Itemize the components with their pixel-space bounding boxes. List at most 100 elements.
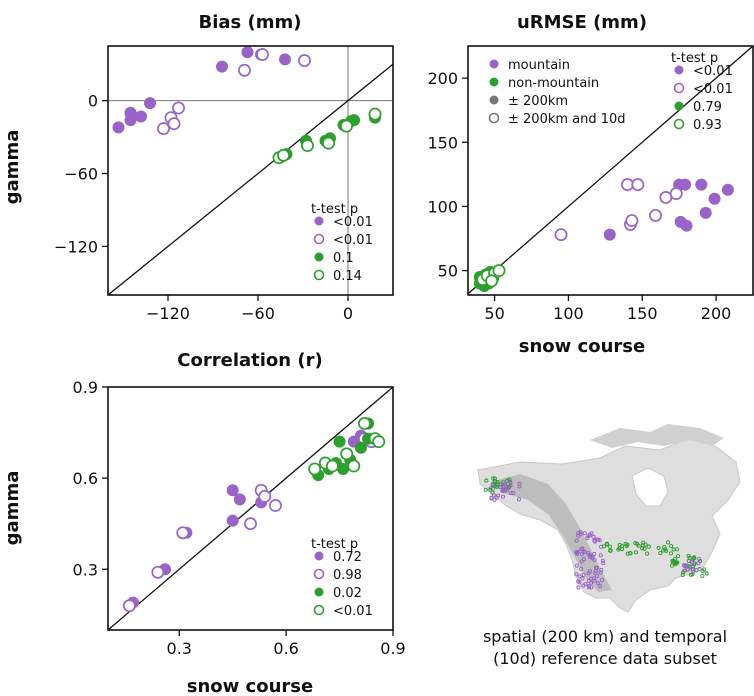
station-dot bbox=[628, 551, 633, 556]
station-dot bbox=[686, 554, 691, 559]
station-dot bbox=[587, 585, 592, 590]
station-dot bbox=[672, 556, 677, 561]
caption-line-2: (10d) reference data subset bbox=[493, 649, 717, 668]
data-point bbox=[143, 97, 156, 110]
station-dot bbox=[488, 486, 493, 491]
panel-urmse: uRMSE (mm) snow course 50 100 150 200 50 100 1… bbox=[427, 12, 754, 357]
x-tick-label: −60 bbox=[241, 304, 275, 323]
data-point bbox=[358, 417, 371, 430]
data-point bbox=[340, 119, 353, 133]
station-dot bbox=[517, 497, 522, 502]
station-dot bbox=[483, 487, 488, 492]
map-hudson-bay bbox=[631, 467, 669, 507]
station-dot bbox=[586, 551, 591, 556]
station-dot bbox=[669, 544, 674, 549]
legend-label: 0.98 bbox=[333, 568, 362, 583]
data-point bbox=[347, 459, 361, 473]
station-dot bbox=[578, 530, 583, 535]
station-dot bbox=[702, 567, 707, 572]
station-dot bbox=[663, 547, 668, 552]
y-tick-label: 100 bbox=[427, 197, 458, 216]
x-tick-label: 0.3 bbox=[167, 639, 192, 658]
y-tick-label: 0.9 bbox=[73, 378, 98, 397]
urmse-xlabel: snow course bbox=[519, 336, 645, 357]
station-dot bbox=[508, 481, 513, 486]
station-dot bbox=[601, 561, 606, 566]
data-point bbox=[157, 122, 170, 136]
correlation-ylabel: gamma bbox=[2, 471, 23, 546]
station-dot bbox=[490, 486, 495, 491]
data-point bbox=[368, 107, 382, 121]
station-dot bbox=[617, 546, 622, 551]
station-dot bbox=[604, 541, 610, 546]
legend-marker bbox=[314, 252, 324, 262]
station-dot bbox=[581, 550, 586, 555]
station-dot bbox=[686, 558, 691, 564]
station-dot bbox=[608, 548, 613, 553]
legend-marker bbox=[313, 269, 325, 281]
station-dot bbox=[494, 484, 499, 489]
station-dot bbox=[576, 585, 581, 590]
data-point bbox=[176, 526, 190, 540]
bias-title: Bias (mm) bbox=[199, 12, 302, 33]
legend-label: 0.02 bbox=[333, 586, 362, 601]
station-dot bbox=[658, 551, 663, 556]
panel-correlation: Correlation (r) gamma snow course 0.3 0.6… bbox=[2, 350, 406, 696]
station-dot bbox=[589, 585, 594, 590]
legend-marker bbox=[313, 604, 325, 616]
data-point bbox=[134, 110, 147, 123]
legend-left-label: ± 200km bbox=[508, 94, 568, 109]
station-dot bbox=[506, 485, 512, 490]
station-dot bbox=[579, 566, 584, 571]
station-dot bbox=[645, 551, 650, 556]
legend-title: t-test p bbox=[671, 51, 718, 66]
map-mountain-shade bbox=[490, 474, 612, 592]
legend-left-label: ± 200km and 10d bbox=[508, 112, 626, 127]
station-dot bbox=[517, 481, 522, 486]
plot-frame bbox=[107, 45, 394, 296]
legend-left-label: mountain bbox=[508, 58, 570, 73]
data-point bbox=[277, 148, 290, 162]
data-point bbox=[215, 60, 228, 73]
station-dot bbox=[668, 551, 673, 556]
caption-line-1: spatial (200 km) and temporal bbox=[483, 627, 727, 646]
legend-marker bbox=[314, 587, 324, 597]
station-dot bbox=[592, 539, 598, 544]
map-station-dots bbox=[483, 476, 709, 590]
station-dot bbox=[640, 546, 645, 551]
station-dot bbox=[588, 554, 593, 559]
data-point bbox=[372, 435, 386, 449]
station-dot bbox=[595, 581, 601, 586]
station-dot bbox=[607, 544, 612, 549]
legend-label: <0.01 bbox=[333, 233, 373, 248]
data-point bbox=[268, 499, 282, 512]
station-dot bbox=[596, 537, 601, 542]
legend-label: 0.1 bbox=[333, 251, 354, 266]
map-arctic-islands bbox=[590, 424, 724, 448]
data-point bbox=[124, 114, 137, 127]
station-dot bbox=[697, 567, 702, 572]
x-tick-label: 150 bbox=[627, 304, 658, 323]
station-dot bbox=[577, 574, 582, 579]
legend-left-marker bbox=[488, 112, 500, 124]
one-to-one-line bbox=[108, 387, 393, 630]
data-point bbox=[708, 192, 721, 205]
station-dot bbox=[597, 584, 603, 589]
legend-label: <0.01 bbox=[333, 604, 373, 619]
data-point bbox=[322, 136, 335, 150]
bias-ylabel: gamma bbox=[2, 130, 23, 205]
station-dot bbox=[696, 561, 701, 566]
station-dot bbox=[673, 562, 678, 567]
station-dot bbox=[583, 582, 588, 587]
station-dot bbox=[591, 534, 596, 539]
data-point bbox=[241, 46, 254, 59]
data-point bbox=[333, 435, 346, 448]
x-tick-label: 0 bbox=[343, 304, 353, 323]
y-tick-label: −120 bbox=[54, 237, 98, 256]
station-dot bbox=[641, 540, 646, 545]
station-dot bbox=[689, 560, 695, 565]
data-point bbox=[298, 54, 311, 68]
data-point bbox=[679, 178, 692, 191]
station-dot bbox=[507, 477, 512, 482]
legend-label: 0.72 bbox=[333, 550, 362, 565]
